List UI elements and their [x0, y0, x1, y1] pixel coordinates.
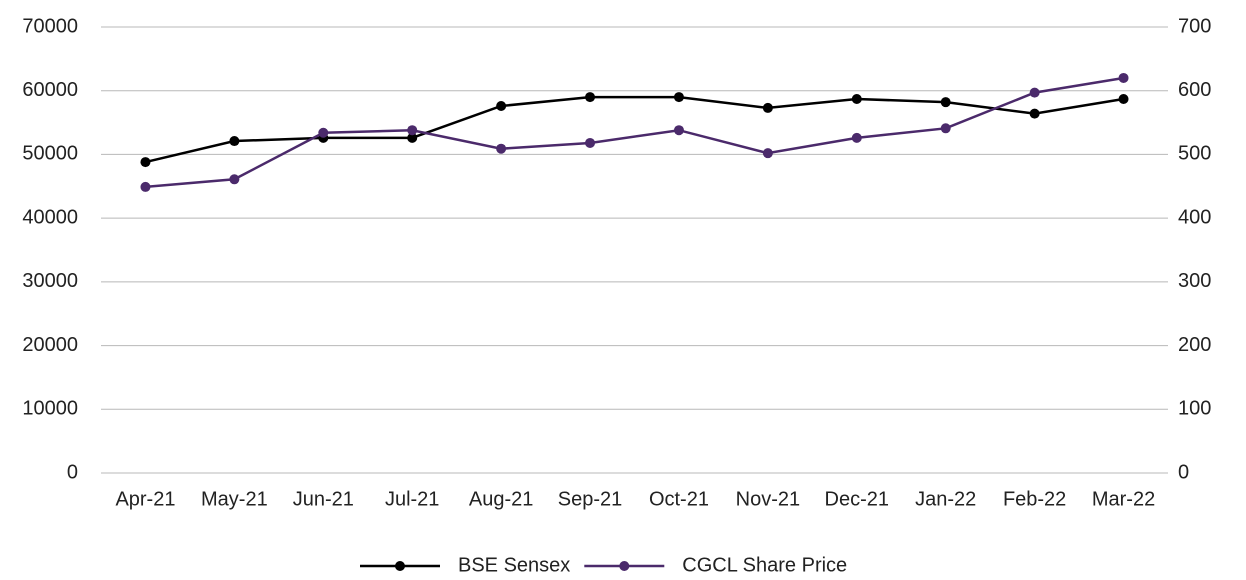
point: [585, 92, 596, 103]
point: [851, 132, 862, 143]
x-tick-label: Oct-21: [649, 488, 709, 510]
x-tick-label: Jun-21: [293, 488, 354, 510]
x-tick-label: Jul-21: [385, 488, 439, 510]
point: [140, 157, 151, 168]
y2-tick-label: 0: [1178, 461, 1189, 483]
point: [318, 127, 329, 138]
point: [762, 102, 773, 113]
point: [940, 97, 951, 108]
series-line: [145, 95, 1124, 164]
x-tick-label: Apr-21: [115, 488, 175, 510]
x-tick-label: May-21: [201, 488, 268, 510]
y-tick-label: 60000: [22, 79, 78, 101]
x-tick-label: Mar-22: [1092, 488, 1155, 510]
point: [229, 136, 240, 147]
point: [762, 148, 773, 159]
point: [140, 181, 151, 192]
y-tick-label: 30000: [22, 270, 78, 292]
y2-tick-label: 700: [1178, 15, 1211, 37]
x-tick-label: Dec-21: [825, 488, 889, 510]
y2-tick-label: 300: [1178, 270, 1211, 292]
y-tick-label: 10000: [22, 398, 78, 420]
legend-label: CGCL Share Price: [682, 554, 847, 576]
x-tick-label: Nov-21: [736, 488, 800, 510]
y-tick-label: 20000: [22, 334, 78, 356]
point: [496, 101, 507, 112]
y-tick-label: 50000: [22, 143, 78, 165]
x-tick-label: Sep-21: [558, 488, 623, 510]
legend-marker: [395, 561, 405, 571]
point: [585, 137, 596, 148]
point: [1118, 72, 1129, 83]
y2-tick-label: 500: [1178, 143, 1211, 165]
point: [1118, 93, 1129, 104]
y2-tick-label: 600: [1178, 79, 1211, 101]
y-tick-label: 0: [67, 461, 78, 483]
point: [851, 93, 862, 104]
legend-marker: [619, 561, 630, 571]
point: [673, 92, 684, 103]
y2-tick-label: 200: [1178, 334, 1211, 356]
legend-label: BSE Sensex: [458, 554, 570, 576]
x-tick-label: Jan-22: [915, 488, 976, 510]
point: [673, 125, 684, 136]
point: [1029, 108, 1040, 119]
y-tick-label: 70000: [22, 15, 78, 37]
point: [496, 143, 507, 154]
x-tick-label: Aug-21: [469, 488, 534, 510]
y-tick-label: 40000: [22, 206, 78, 228]
x-tick-label: Feb-22: [1003, 488, 1066, 510]
y2-tick-label: 100: [1178, 398, 1211, 420]
point: [407, 132, 418, 143]
point: [1029, 87, 1040, 98]
series-line: [145, 76, 1124, 189]
point: [407, 125, 418, 136]
point: [229, 174, 240, 185]
y2-tick-label: 400: [1178, 206, 1211, 228]
point: [940, 123, 951, 134]
